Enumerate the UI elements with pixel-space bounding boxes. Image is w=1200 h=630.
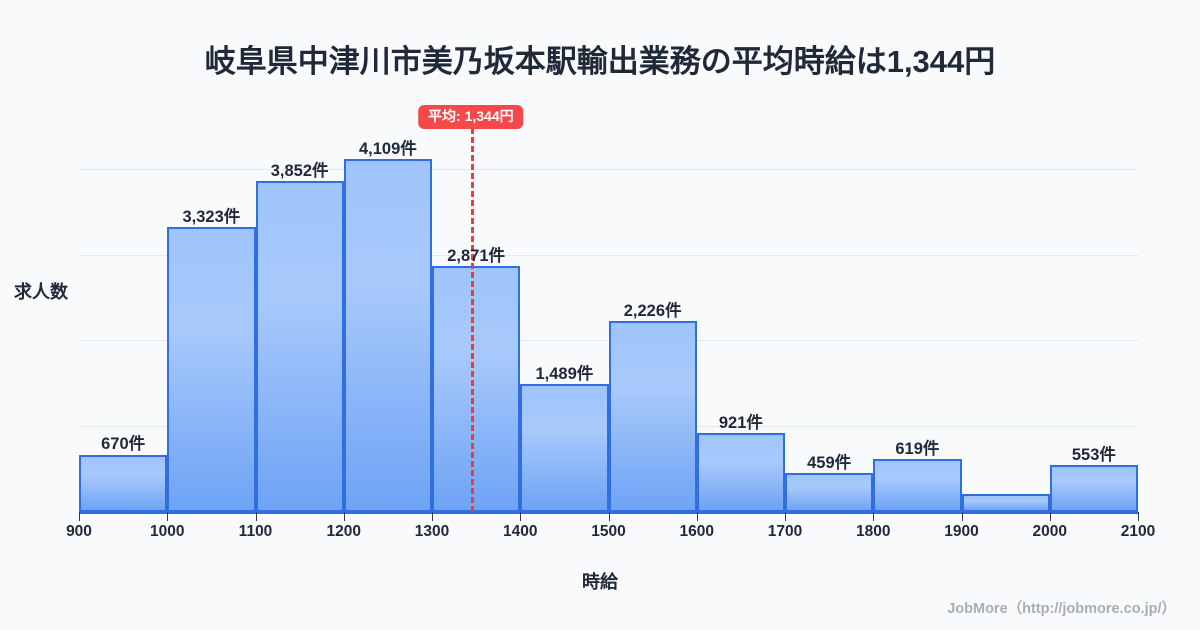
bar-value-label: 553件 (1071, 445, 1116, 464)
bar-value-label: 3,852件 (270, 162, 329, 181)
x-axis-tick-label: 1700 (767, 523, 803, 540)
bar-value-label: 619件 (895, 439, 940, 458)
histogram-bar[interactable] (785, 472, 874, 512)
x-axis-title: 時給 (582, 572, 618, 592)
gridline (79, 168, 1138, 170)
bar-value-label: 2,226件 (623, 301, 682, 320)
x-axis-tick (1049, 512, 1051, 521)
x-axis-tick-label: 1900 (944, 523, 979, 540)
x-axis-tick-label: 1200 (326, 523, 361, 540)
x-axis-tick (873, 512, 875, 521)
histogram-bar[interactable] (608, 320, 697, 512)
x-axis-tick-label: 1800 (856, 523, 891, 540)
bar-value-label: 3,323件 (182, 207, 241, 226)
page-title: 岐阜県中津川市美乃坂本駅輸出業務の平均時給は1,344円 (204, 44, 996, 79)
x-axis-tick (79, 512, 80, 521)
x-axis-tick (608, 512, 610, 521)
x-axis-tick (167, 512, 169, 521)
bar-value-label: 1,489件 (535, 365, 594, 384)
x-axis-tick-label: 900 (66, 523, 92, 540)
histogram-bar[interactable] (961, 493, 1050, 512)
x-axis-tick (432, 512, 433, 521)
histogram-bar[interactable] (520, 384, 609, 512)
histogram-bar[interactable] (255, 181, 344, 512)
x-axis-tick-label: 1400 (503, 523, 538, 540)
bar-value-label: 4,109件 (358, 140, 417, 159)
plot-area (79, 100, 1138, 512)
histogram-bar[interactable] (79, 454, 168, 512)
x-axis-tick (1138, 512, 1139, 521)
x-axis-tick (785, 512, 786, 521)
histogram-bar[interactable] (873, 458, 962, 512)
histogram-bar[interactable] (432, 265, 521, 512)
histogram-bar[interactable] (696, 432, 785, 512)
bar-value-label: 921件 (718, 413, 763, 432)
x-axis-tick-label: 2000 (1032, 523, 1067, 540)
x-axis-tick (255, 512, 257, 521)
average-badge: 平均: 1,344円 (418, 105, 524, 130)
x-axis-tick-label: 1300 (414, 523, 450, 540)
gridline (79, 254, 1138, 256)
x-axis-tick (961, 512, 963, 521)
x-axis-tick (696, 512, 698, 521)
x-axis-tick-label: 2100 (1120, 523, 1156, 540)
x-axis-tick-label: 1600 (679, 523, 714, 540)
histogram-bar[interactable] (343, 159, 432, 512)
bar-value-label: 670件 (101, 435, 146, 454)
y-axis-title: 求人数 (14, 282, 68, 302)
x-axis-tick-label: 1000 (150, 523, 185, 540)
histogram-bar[interactable] (167, 226, 256, 512)
x-axis-tick (343, 512, 345, 521)
x-axis-tick (520, 512, 522, 521)
footer-credit: JobMore（http://jobmore.co.jp/） (947, 601, 1176, 617)
bar-value-label: 459件 (807, 453, 852, 472)
histogram-bar[interactable] (1049, 464, 1138, 512)
average-line (470, 128, 474, 512)
x-axis-tick-label: 1100 (238, 523, 273, 540)
bar-value-label: 2,871件 (447, 246, 506, 265)
x-axis-tick-label: 1500 (591, 523, 626, 540)
